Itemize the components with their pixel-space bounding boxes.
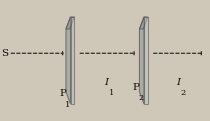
Text: 2: 2	[139, 94, 144, 102]
Text: P: P	[133, 83, 139, 92]
Text: 2: 2	[181, 89, 186, 97]
Polygon shape	[66, 17, 74, 29]
Polygon shape	[144, 17, 148, 104]
Polygon shape	[139, 17, 148, 29]
Text: 1: 1	[65, 101, 71, 109]
Text: S: S	[1, 49, 8, 58]
Text: I: I	[104, 78, 108, 87]
Polygon shape	[66, 17, 71, 104]
Text: P: P	[59, 89, 66, 98]
Text: 1: 1	[109, 89, 114, 97]
Polygon shape	[71, 17, 74, 104]
Text: I: I	[176, 78, 180, 87]
Polygon shape	[139, 17, 144, 104]
